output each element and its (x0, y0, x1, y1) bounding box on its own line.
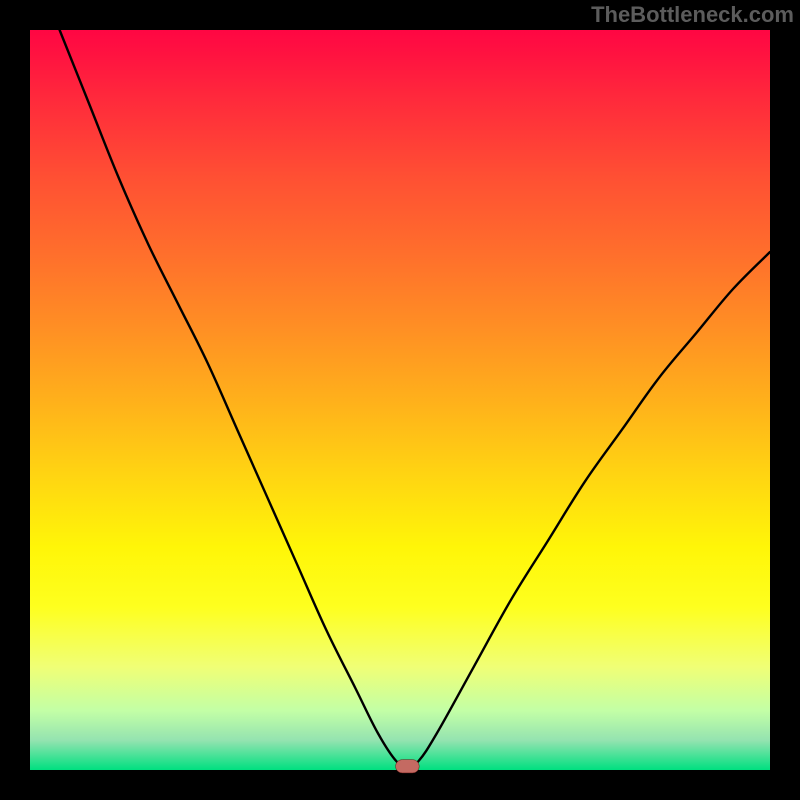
plot-background (30, 30, 770, 770)
chart-canvas (0, 0, 800, 800)
watermark-text: TheBottleneck.com (591, 2, 794, 28)
bottleneck-chart: TheBottleneck.com (0, 0, 800, 800)
optimal-marker (396, 760, 420, 773)
